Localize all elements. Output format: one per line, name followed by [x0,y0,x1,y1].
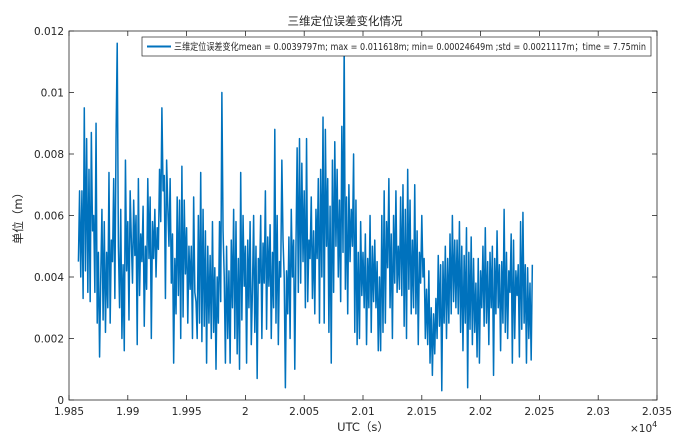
x-tick-label: 2.015 [407,406,437,418]
legend-box [141,36,652,57]
chart-title: 三维定位误差变化情况 [288,14,403,28]
x-tick-label: 2.035 [642,406,672,418]
y-tick-label: 0.012 [34,26,64,38]
x-tick-label: 1.995 [172,406,202,418]
y-tick-label: 0.01 [41,88,64,100]
x-tick-label: 2.025 [524,406,554,418]
y-axis: 0 0.002 0.004 0.006 0.008 0.01 0.012 [34,26,657,407]
x-tick-label: 2 [242,406,249,418]
legend: 三维定位误差变化mean = 0.0039797m; max = 0.01161… [141,36,652,57]
y-tick-label: 0.002 [34,334,64,346]
x-tick-label: 1.99 [116,406,139,418]
x-tick-label: 2.01 [351,406,374,418]
x-tick-label: 1.985 [54,406,84,418]
series-line-0 [77,42,534,392]
x-axis-exponent: ×104 [630,420,657,435]
x-axis: 1.985 1.99 1.995 2 2.005 2.01 2.015 2.02 2.025 2.… [54,31,672,418]
x-axis-title: UTC（s） [337,420,389,434]
y-tick-label: 0.008 [34,149,64,161]
x-tick-label: 2.02 [469,406,492,418]
legend-label: 三维定位误差变化mean = 0.0039797m; max = 0.01161… [174,41,646,53]
plot-area [68,30,658,401]
series-layer [77,42,534,392]
x-axis-exponent-power: 4 [652,420,657,429]
y-tick-label: 0.006 [34,211,64,223]
x-tick-label: 2.03 [587,406,610,418]
x-tick-label: 2.005 [289,406,319,418]
y-tick-label: 0 [57,395,64,407]
x-axis-exponent-base: ×10 [630,423,652,435]
y-tick-label: 0.004 [34,272,64,284]
y-axis-title: 单位（m） [11,187,25,244]
